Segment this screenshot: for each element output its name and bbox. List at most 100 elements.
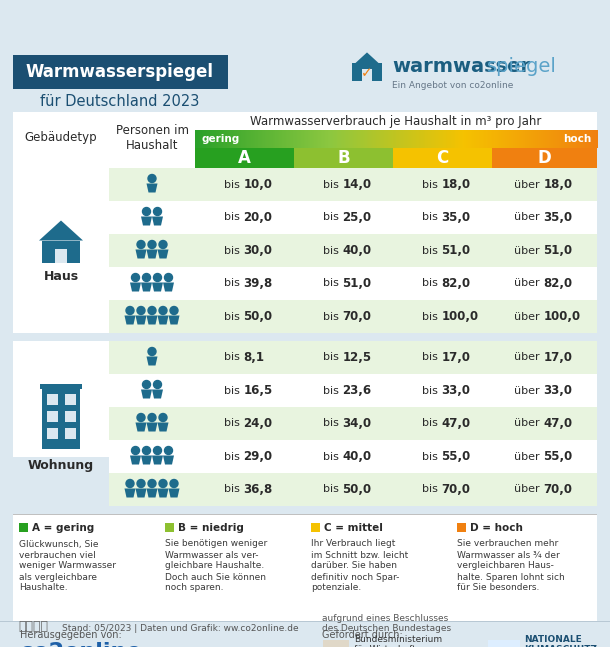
FancyBboxPatch shape	[409, 130, 411, 148]
Polygon shape	[141, 283, 152, 292]
FancyBboxPatch shape	[479, 130, 481, 148]
FancyBboxPatch shape	[492, 130, 495, 148]
Polygon shape	[168, 488, 179, 498]
FancyBboxPatch shape	[384, 130, 386, 148]
FancyBboxPatch shape	[585, 130, 587, 148]
Polygon shape	[135, 488, 146, 498]
FancyBboxPatch shape	[540, 130, 543, 148]
FancyBboxPatch shape	[492, 201, 597, 234]
FancyBboxPatch shape	[294, 201, 393, 234]
Text: 40,0: 40,0	[342, 244, 371, 257]
Text: bis: bis	[422, 311, 442, 322]
FancyBboxPatch shape	[287, 130, 289, 148]
FancyBboxPatch shape	[586, 130, 588, 148]
FancyBboxPatch shape	[558, 130, 560, 148]
FancyBboxPatch shape	[292, 130, 293, 148]
FancyBboxPatch shape	[451, 130, 453, 148]
FancyBboxPatch shape	[289, 130, 291, 148]
FancyBboxPatch shape	[310, 130, 312, 148]
Text: bis: bis	[422, 179, 442, 190]
FancyBboxPatch shape	[270, 130, 272, 148]
FancyBboxPatch shape	[304, 130, 306, 148]
FancyBboxPatch shape	[429, 130, 431, 148]
FancyBboxPatch shape	[510, 130, 512, 148]
FancyBboxPatch shape	[432, 130, 434, 148]
FancyBboxPatch shape	[253, 130, 254, 148]
FancyBboxPatch shape	[243, 130, 245, 148]
Text: darüber. Sie haben: darüber. Sie haben	[311, 562, 397, 571]
FancyBboxPatch shape	[506, 130, 508, 148]
FancyBboxPatch shape	[109, 300, 195, 333]
Text: 40,0: 40,0	[342, 450, 371, 463]
Polygon shape	[350, 51, 384, 67]
Text: 17,0: 17,0	[544, 351, 573, 364]
FancyBboxPatch shape	[218, 130, 220, 148]
FancyBboxPatch shape	[423, 130, 425, 148]
FancyBboxPatch shape	[445, 130, 448, 148]
FancyBboxPatch shape	[393, 374, 492, 407]
FancyBboxPatch shape	[393, 130, 395, 148]
Circle shape	[148, 479, 156, 487]
FancyBboxPatch shape	[238, 130, 240, 148]
FancyBboxPatch shape	[520, 130, 523, 148]
FancyBboxPatch shape	[362, 130, 364, 148]
FancyBboxPatch shape	[109, 267, 195, 300]
Text: 55,0: 55,0	[442, 450, 471, 463]
FancyBboxPatch shape	[195, 148, 294, 168]
FancyBboxPatch shape	[13, 514, 597, 622]
Polygon shape	[152, 283, 163, 292]
Text: 47,0: 47,0	[442, 417, 471, 430]
FancyBboxPatch shape	[550, 130, 552, 148]
FancyBboxPatch shape	[442, 130, 443, 148]
FancyBboxPatch shape	[443, 130, 445, 148]
FancyBboxPatch shape	[376, 130, 378, 148]
FancyBboxPatch shape	[517, 130, 518, 148]
FancyBboxPatch shape	[498, 130, 500, 148]
Text: 70,0: 70,0	[342, 310, 371, 323]
FancyBboxPatch shape	[207, 130, 209, 148]
Text: bis: bis	[323, 353, 342, 362]
FancyBboxPatch shape	[412, 130, 414, 148]
Text: 82,0: 82,0	[544, 277, 573, 290]
FancyBboxPatch shape	[198, 130, 199, 148]
FancyBboxPatch shape	[393, 267, 492, 300]
FancyBboxPatch shape	[242, 130, 244, 148]
Text: 33,0: 33,0	[544, 384, 573, 397]
FancyBboxPatch shape	[202, 130, 204, 148]
Text: über: über	[514, 419, 544, 428]
Text: 51,0: 51,0	[342, 277, 371, 290]
Text: bis: bis	[224, 278, 243, 289]
FancyBboxPatch shape	[222, 130, 224, 148]
FancyBboxPatch shape	[204, 130, 206, 148]
FancyBboxPatch shape	[295, 130, 298, 148]
FancyBboxPatch shape	[212, 130, 214, 148]
FancyBboxPatch shape	[419, 130, 421, 148]
Text: 50,0: 50,0	[342, 483, 371, 496]
Text: spiegel: spiegel	[487, 58, 557, 76]
Circle shape	[143, 380, 151, 388]
FancyBboxPatch shape	[375, 130, 376, 148]
Text: bis: bis	[224, 485, 243, 494]
FancyBboxPatch shape	[593, 130, 595, 148]
Text: bis: bis	[422, 386, 442, 395]
FancyBboxPatch shape	[590, 130, 592, 148]
FancyBboxPatch shape	[566, 130, 568, 148]
FancyBboxPatch shape	[426, 130, 428, 148]
FancyBboxPatch shape	[294, 374, 393, 407]
FancyBboxPatch shape	[294, 234, 393, 267]
FancyBboxPatch shape	[356, 130, 357, 148]
FancyBboxPatch shape	[258, 130, 260, 148]
FancyBboxPatch shape	[294, 267, 393, 300]
FancyBboxPatch shape	[436, 130, 438, 148]
FancyBboxPatch shape	[569, 130, 571, 148]
FancyBboxPatch shape	[422, 130, 423, 148]
FancyBboxPatch shape	[581, 130, 583, 148]
FancyBboxPatch shape	[313, 130, 315, 148]
FancyBboxPatch shape	[486, 130, 488, 148]
Text: Warmwasserspiegel: Warmwasserspiegel	[26, 63, 214, 81]
FancyBboxPatch shape	[393, 201, 492, 234]
FancyBboxPatch shape	[203, 130, 205, 148]
FancyBboxPatch shape	[65, 393, 76, 404]
FancyBboxPatch shape	[424, 130, 426, 148]
FancyBboxPatch shape	[361, 130, 363, 148]
